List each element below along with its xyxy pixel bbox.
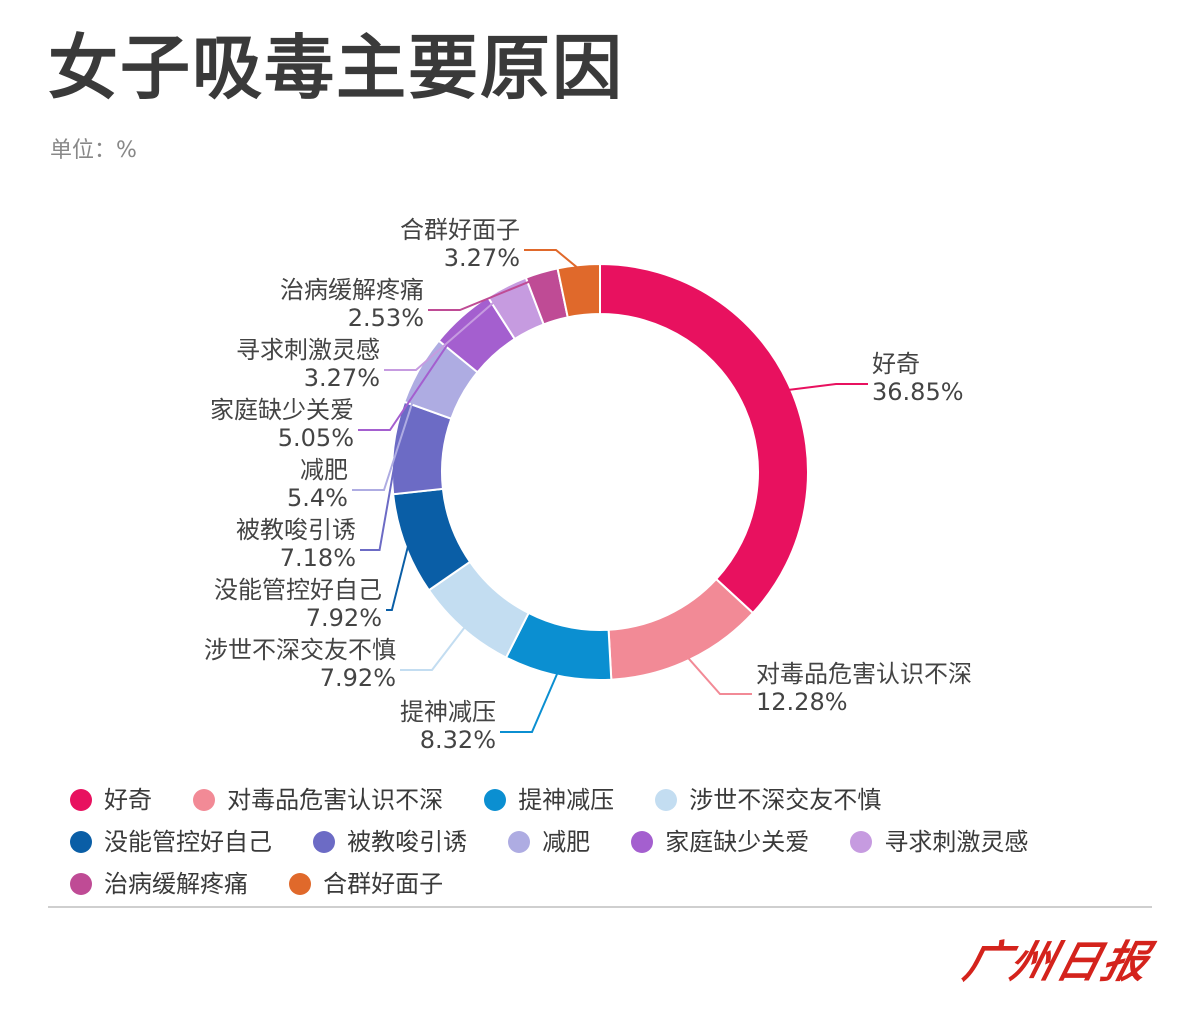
legend-item: 对毒品危害认识不深: [193, 780, 443, 815]
slice-value-label: 7.18%: [280, 544, 356, 572]
legend-item: 提神减压: [484, 780, 614, 815]
slice-value-label: 8.32%: [420, 726, 496, 754]
unit-label: 单位：%: [50, 138, 137, 163]
legend-swatch: [70, 789, 92, 811]
donut-slice: [556, 262, 601, 319]
leader-line: [686, 655, 752, 695]
slice-label: 家庭缺少关爱: [210, 396, 354, 424]
slice-label: 涉世不深交友不慎: [204, 636, 396, 664]
legend-swatch: [655, 789, 678, 811]
legend-label: 对毒品危害认识不深: [227, 786, 444, 814]
legend-row: 治病缓解疼痛 合群好面子: [70, 864, 1170, 906]
legend-item: 被教唆引诱: [313, 822, 467, 857]
legend-label: 家庭缺少关爱: [665, 828, 810, 856]
donut-slice: [607, 577, 755, 681]
slice-value-label: 36.85%: [872, 378, 964, 406]
legend-item: 好奇: [70, 780, 152, 815]
legend-swatch: [193, 789, 216, 811]
legend: 好奇 对毒品危害认识不深 提神减压 涉世不深交友不慎 没能管控好自己 被教唆引诱…: [70, 780, 1170, 906]
legend-label: 涉世不深交友不慎: [689, 786, 882, 814]
slice-label: 合群好面子: [400, 216, 520, 244]
legend-label: 没能管控好自己: [104, 828, 272, 856]
legend-swatch: [631, 831, 654, 853]
legend-label: 好奇: [104, 786, 152, 814]
donut-slice: [599, 262, 809, 615]
leader-line: [352, 371, 424, 491]
leader-line: [384, 289, 509, 371]
slice-label: 提神减压: [400, 698, 496, 726]
leader-line: [386, 542, 410, 611]
brand-logo: 广州日报: [958, 937, 1156, 988]
legend-label: 被教唆引诱: [347, 828, 468, 856]
chart-title: 女子吸毒主要原因: [48, 27, 624, 109]
legend-item: 减肥: [508, 822, 590, 857]
legend-item: 寻求刺激灵感: [850, 822, 1028, 857]
leader-line: [500, 671, 559, 733]
slice-value-label: 3.27%: [444, 244, 520, 272]
leader-line: [428, 275, 544, 311]
slice-value-label: 5.05%: [278, 424, 354, 452]
legend-item: 没能管控好自己: [70, 822, 272, 857]
legend-row: 好奇 对毒品危害认识不深 提神减压 涉世不深交友不慎: [70, 780, 1170, 822]
slice-label: 好奇: [872, 350, 920, 378]
legend-item: 治病缓解疼痛: [70, 864, 248, 899]
slice-value-label: 12.28%: [756, 688, 848, 716]
legend-label: 治病缓解疼痛: [104, 870, 248, 898]
leader-line: [400, 625, 467, 671]
legend-swatch: [289, 873, 312, 895]
slice-value-label: 7.92%: [320, 664, 396, 692]
leader-line: [358, 319, 465, 431]
legend-swatch: [70, 831, 92, 853]
leader-line: [786, 383, 868, 392]
slice-label: 被教唆引诱: [236, 516, 356, 544]
legend-row: 没能管控好自己 被教唆引诱 减肥 家庭缺少关爱 寻求刺激灵感: [70, 822, 1170, 864]
leader-line: [360, 447, 399, 551]
slice-value-label: 5.4%: [287, 484, 348, 512]
legend-swatch: [508, 831, 531, 853]
legend-label: 寻求刺激灵感: [884, 828, 1029, 856]
legend-item: 家庭缺少关爱: [631, 822, 809, 857]
divider: [48, 906, 1152, 908]
slice-value-label: 3.27%: [304, 364, 380, 392]
legend-swatch: [70, 873, 92, 895]
slice-label: 寻求刺激灵感: [236, 336, 380, 364]
legend-label: 合群好面子: [323, 870, 444, 898]
legend-swatch: [313, 831, 336, 853]
slice-value-label: 2.53%: [348, 304, 424, 332]
leader-line: [524, 249, 580, 270]
legend-item: 涉世不深交友不慎: [655, 780, 881, 815]
legend-label: 减肥: [542, 828, 591, 856]
slice-value-label: 7.92%: [306, 604, 382, 632]
slice-label: 减肥: [300, 456, 348, 484]
slice-label: 对毒品危害认识不深: [756, 660, 972, 688]
slice-label: 没能管控好自己: [214, 576, 382, 604]
legend-label: 提神减压: [518, 786, 615, 814]
legend-swatch: [484, 789, 507, 811]
legend-item: 合群好面子: [289, 864, 443, 899]
slice-label: 治病缓解疼痛: [280, 276, 424, 304]
legend-swatch: [850, 831, 873, 853]
